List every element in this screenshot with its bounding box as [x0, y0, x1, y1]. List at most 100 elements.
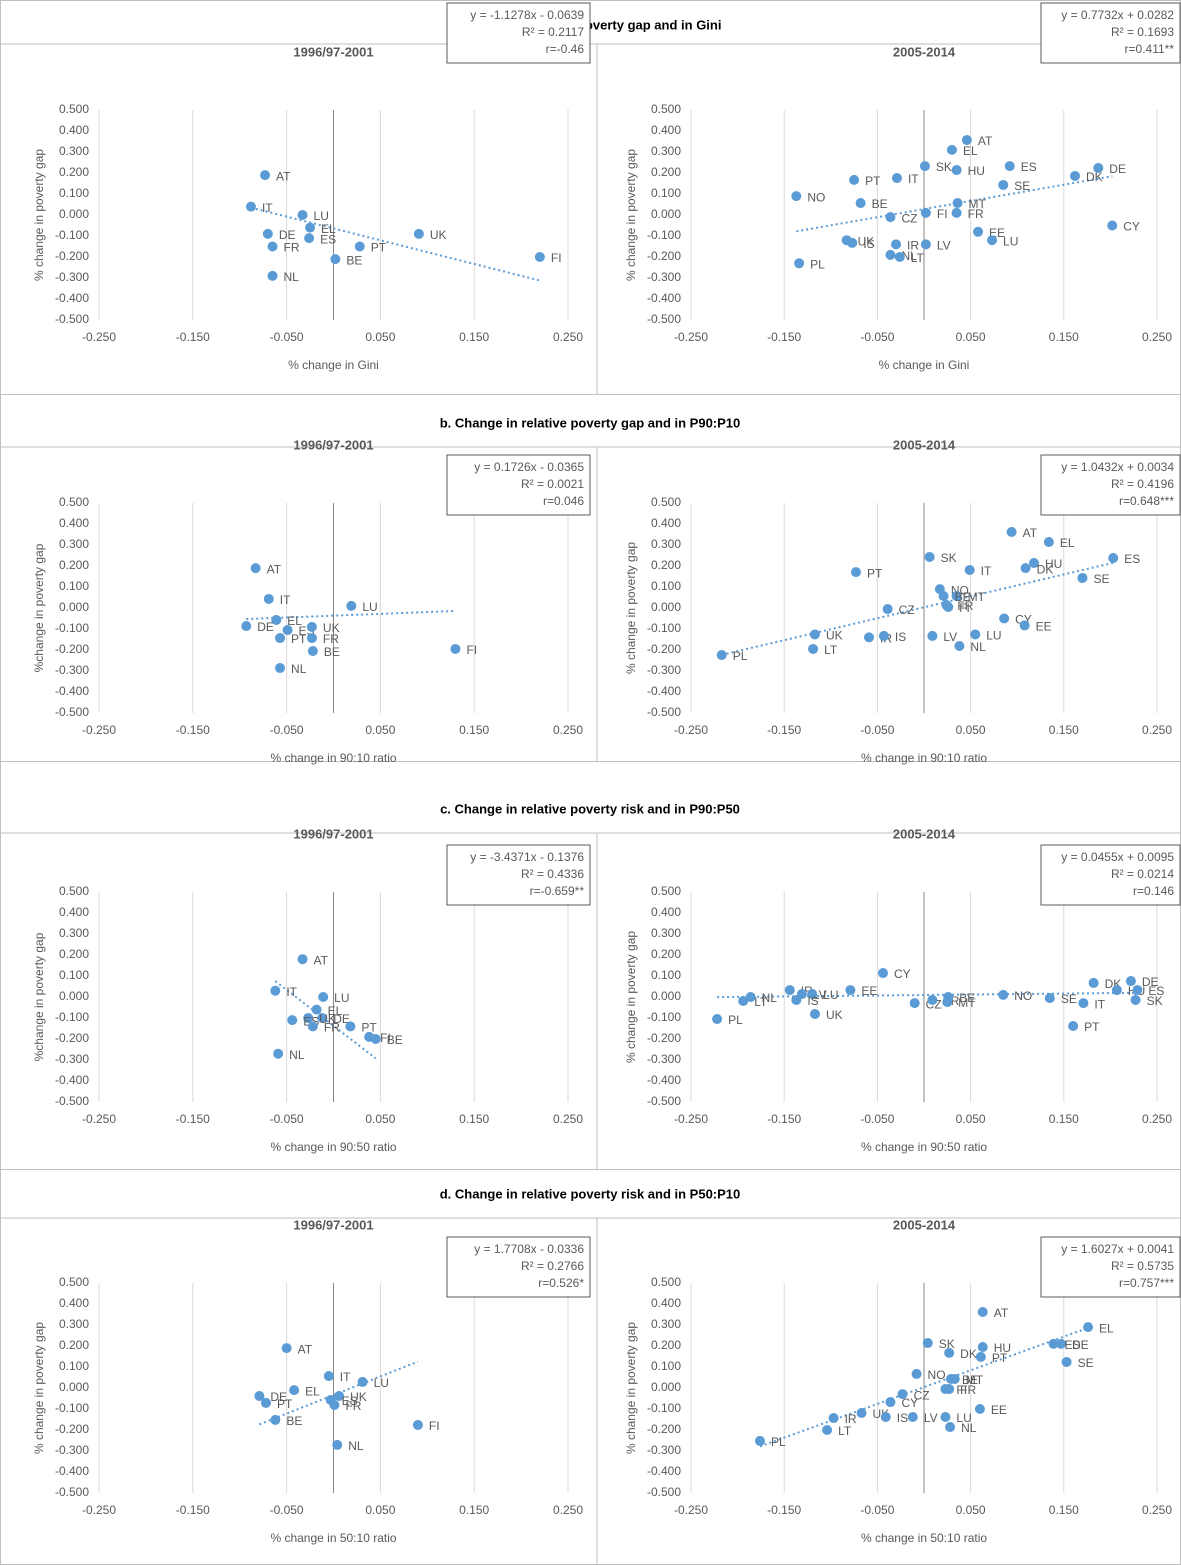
- point-label: LT: [754, 995, 768, 1009]
- point-label: DK: [960, 1347, 977, 1361]
- point-label: IR: [907, 239, 919, 253]
- point-label: CZ: [914, 1388, 930, 1402]
- x-tick-label: 0.150: [1049, 330, 1079, 344]
- data-point: [267, 241, 278, 252]
- point-label: MT: [958, 996, 976, 1010]
- chart-title: 1996/97-2001: [293, 44, 373, 59]
- data-point: [946, 1373, 957, 1384]
- x-tick-label: 0.150: [459, 723, 489, 737]
- annotation-box: [446, 454, 591, 516]
- y-tick-label: 0.300: [651, 1317, 681, 1331]
- y-tick-label: 0.300: [59, 144, 89, 158]
- chart-title: 2005-2014: [893, 437, 956, 452]
- point-label: PT: [1084, 1020, 1100, 1034]
- data-point: [828, 1413, 839, 1424]
- data-point: [878, 630, 889, 641]
- point-label: FR: [960, 1383, 976, 1397]
- point-label: IT: [908, 172, 919, 186]
- y-tick-label: -0.400: [647, 1073, 681, 1087]
- point-label: PT: [291, 632, 307, 646]
- x-tick-label: -0.250: [82, 1503, 116, 1517]
- data-point: [998, 179, 1009, 190]
- point-label: IS: [897, 1411, 908, 1425]
- x-tick-label: -0.150: [176, 1112, 210, 1126]
- data-point: [1068, 1020, 1079, 1031]
- y-axis-label: % change in poverty gap: [624, 542, 638, 674]
- data-point: [1006, 526, 1017, 537]
- x-tick-label: -0.050: [860, 330, 894, 344]
- annotation: r=-0.46: [546, 42, 585, 56]
- x-tick-label: 0.050: [956, 1112, 986, 1126]
- point-label: ES: [320, 232, 336, 246]
- point-label: CY: [894, 967, 911, 981]
- chart-title: 2005-2014: [893, 1217, 956, 1232]
- data-point: [287, 1015, 298, 1026]
- data-point: [847, 237, 858, 248]
- x-tick-label: -0.150: [767, 330, 801, 344]
- point-label: LV: [943, 630, 957, 644]
- point-label: CY: [901, 1396, 918, 1410]
- point-label: LV: [937, 239, 951, 253]
- data-point: [1004, 161, 1015, 172]
- y-tick-label: -0.500: [647, 1094, 681, 1108]
- data-point: [1083, 1322, 1094, 1333]
- data-point: [920, 239, 931, 250]
- x-tick-label: 0.050: [956, 330, 986, 344]
- y-tick-label: -0.500: [55, 1485, 89, 1499]
- point-label: DK: [1086, 170, 1103, 184]
- data-point: [952, 198, 963, 209]
- chart-title: 1996/97-2001: [293, 437, 373, 452]
- x-axis-label: % change in 90:50 ratio: [861, 1140, 987, 1154]
- point-label: DE: [279, 228, 296, 242]
- y-tick-label: 0.000: [59, 600, 89, 614]
- section-frame: [0, 761, 1181, 1170]
- x-tick-label: -0.250: [674, 723, 708, 737]
- data-point: [924, 551, 935, 562]
- x-tick-label: -0.050: [270, 1112, 304, 1126]
- y-tick-label: -0.400: [55, 1073, 89, 1087]
- data-point: [1132, 985, 1143, 996]
- data-point: [891, 173, 902, 184]
- point-label: PT: [371, 241, 387, 255]
- data-point: [974, 1404, 985, 1414]
- point-label: BE: [872, 197, 888, 211]
- point-label: NO: [1014, 989, 1032, 1003]
- annotation: y = 1.0432x + 0.0034: [1061, 460, 1174, 474]
- point-label: AT: [276, 169, 291, 183]
- data-point: [450, 643, 461, 654]
- data-point: [273, 1048, 284, 1059]
- point-label: PT: [361, 1021, 377, 1035]
- point-label: DE: [270, 1390, 287, 1404]
- data-point: [1093, 162, 1104, 173]
- data-point: [882, 604, 893, 615]
- data-point: [791, 994, 802, 1005]
- data-point: [946, 144, 957, 155]
- point-label: NL: [291, 662, 307, 676]
- x-tick-label: 0.250: [553, 1503, 583, 1517]
- data-point: [850, 567, 861, 578]
- data-point: [289, 1385, 300, 1396]
- point-label: BE: [387, 1033, 403, 1047]
- annotation-box: [446, 844, 591, 906]
- data-point: [809, 629, 820, 640]
- y-tick-label: 0.500: [59, 495, 89, 509]
- x-tick-label: -0.050: [860, 723, 894, 737]
- y-tick-label: -0.400: [647, 291, 681, 305]
- data-point: [270, 1414, 281, 1425]
- y-tick-label: 0.400: [59, 516, 89, 530]
- annotation-box: [446, 2, 591, 64]
- x-tick-label: -0.050: [270, 723, 304, 737]
- y-tick-label: -0.300: [647, 663, 681, 677]
- y-tick-label: 0.200: [651, 558, 681, 572]
- point-label: IT: [340, 1370, 351, 1384]
- y-tick-label: 0.000: [651, 207, 681, 221]
- y-tick-label: 0.400: [651, 123, 681, 137]
- point-label: NL: [970, 640, 986, 654]
- data-point: [938, 591, 949, 602]
- y-tick-label: -0.200: [55, 1031, 89, 1045]
- data-point: [271, 614, 282, 625]
- x-tick-label: 0.050: [365, 330, 395, 344]
- point-label: IT: [286, 985, 297, 999]
- point-label: EL: [305, 1384, 320, 1398]
- point-label: EE: [1036, 620, 1052, 634]
